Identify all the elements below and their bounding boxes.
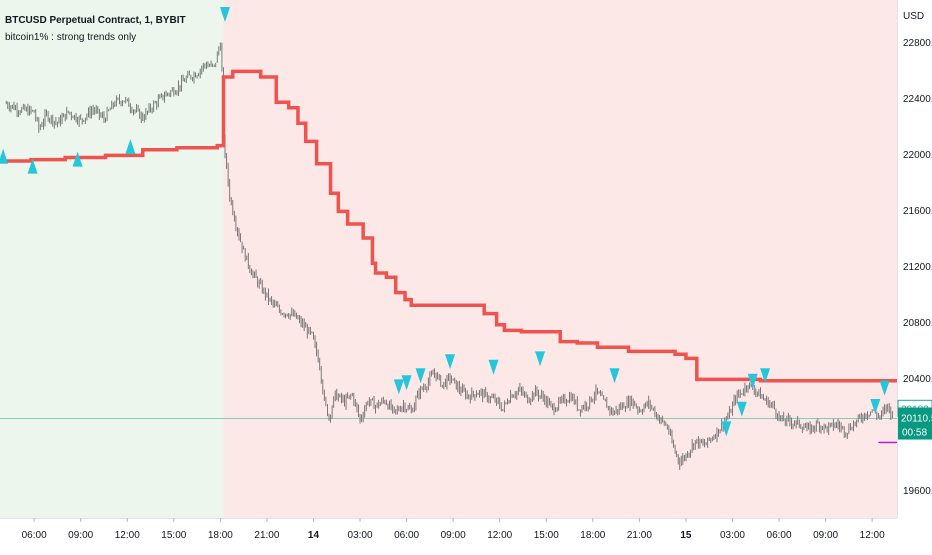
signal-down-marker[interactable] — [760, 368, 771, 384]
time-tick-label: 12:00 — [860, 530, 885, 541]
signal-up-marker[interactable] — [72, 151, 83, 167]
last-price-tag[interactable] — [898, 407, 932, 440]
time-axis-panel — [0, 518, 897, 550]
signal-up-marker[interactable] — [27, 158, 38, 174]
price-tick-label: 22000.0 — [903, 150, 932, 161]
signal-down-marker[interactable] — [879, 380, 890, 396]
trend-zones — [0, 0, 897, 518]
trend-line — [0, 69, 897, 383]
time-tick-label: 09:00 — [441, 530, 466, 541]
signal-down-marker[interactable] — [415, 368, 426, 384]
signal-down-marker[interactable] — [220, 7, 231, 22]
time-tick-label: 03:00 — [348, 530, 373, 541]
price-tick-label: 21200.0 — [903, 262, 932, 273]
price-tick-label: 22400.0 — [903, 94, 932, 105]
bull-zone — [0, 0, 224, 518]
time-tick-label: 21:00 — [627, 530, 652, 541]
time-tick-label: 15:00 — [534, 530, 559, 541]
price-tick-label: 20800.0 — [903, 318, 932, 329]
signal-down-marker[interactable] — [736, 401, 747, 417]
bear-zone — [223, 0, 897, 518]
time-tick-label: 15 — [680, 530, 692, 541]
signal-up-marker[interactable] — [125, 139, 136, 154]
signal-down-marker[interactable] — [747, 373, 758, 389]
signal-down-marker[interactable] — [445, 354, 456, 370]
time-tick-label: 12:00 — [487, 530, 512, 541]
time-tick-label: 15:00 — [161, 530, 186, 541]
time-tick-label: 09:00 — [68, 530, 93, 541]
signal-down-marker[interactable] — [401, 375, 412, 391]
signal-down-marker[interactable] — [609, 368, 620, 384]
signal-down-marker[interactable] — [393, 379, 404, 395]
signal-down-marker[interactable] — [488, 359, 499, 375]
last-price-tag-label: 20110.5 — [901, 414, 932, 425]
time-tick-label: 12:00 — [115, 530, 140, 541]
signal-down-marker[interactable] — [870, 399, 881, 414]
time-tick-label: 21:00 — [254, 530, 279, 541]
signal-up-marker[interactable] — [0, 148, 9, 164]
time-tick-label: 18:00 — [208, 530, 233, 541]
signal-markers — [0, 7, 890, 437]
price-tick-label: 21600.0 — [903, 206, 932, 217]
time-tick-label: 06:00 — [394, 530, 419, 541]
price-tick-label: 19600.0 — [903, 486, 932, 497]
price-tick-label: 20400.0 — [903, 374, 932, 385]
countdown-label: 00:58 — [902, 428, 927, 439]
signal-down-marker[interactable] — [535, 351, 546, 367]
symbol-title[interactable]: BTCUSD Perpetual Contract, 1, BYBIT — [5, 15, 186, 26]
chart-legend: BTCUSD Perpetual Contract, 1, BYBIT bitc… — [5, 12, 186, 46]
time-tick-label: 06:00 — [22, 530, 47, 541]
currency-label: USD — [903, 11, 924, 22]
signal-down-marker[interactable] — [721, 421, 732, 437]
time-tick-label: 09:00 — [813, 530, 838, 541]
time-axis: 06:00 09:00 12:00 15:00 18:00 21:00 14 03:00 06:… — [22, 518, 885, 541]
time-tick-label: 18:00 — [580, 530, 605, 541]
time-tick-label: 14 — [308, 530, 320, 541]
price-axis-panel — [897, 0, 932, 550]
time-tick-label: 06:00 — [767, 530, 792, 541]
indicator-label[interactable]: bitcoin1% : strong trends only — [5, 32, 137, 43]
time-tick-label: 03:00 — [720, 530, 745, 541]
price-tick-label: 22800.0 — [903, 38, 932, 49]
